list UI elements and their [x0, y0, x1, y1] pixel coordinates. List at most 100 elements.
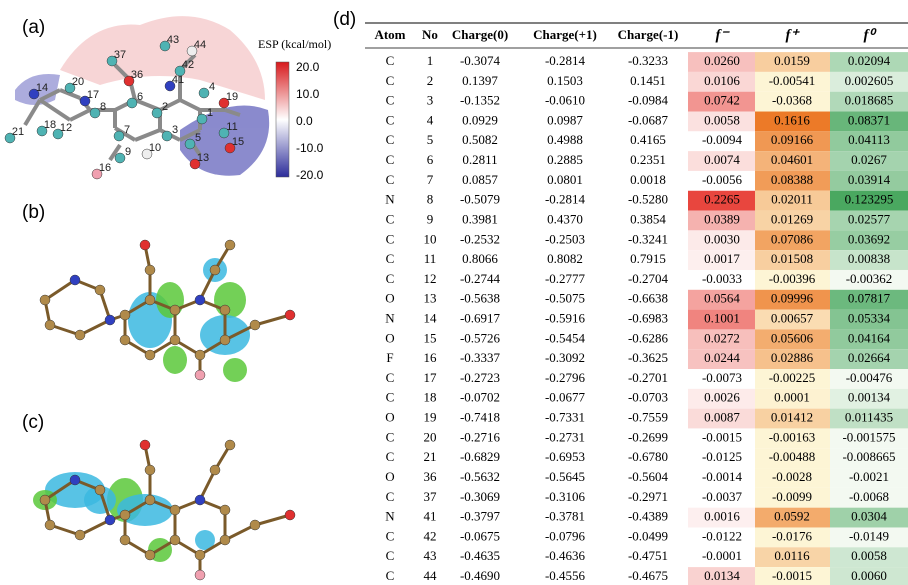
table-cell: 0.2265	[704, 192, 740, 207]
atom-label: 8	[100, 101, 106, 113]
table-cell: -0.4635	[460, 548, 500, 563]
table-cell: -0.2744	[460, 271, 501, 286]
atom-label: 17	[87, 89, 99, 101]
table-cell: 13	[424, 291, 437, 306]
atom-label: 42	[182, 59, 194, 71]
table-header: Atom	[374, 27, 405, 42]
table-cell: 0.0801	[547, 172, 583, 187]
atom	[210, 465, 220, 475]
table-cell: 0.02011	[771, 192, 813, 207]
table-cell: 17	[424, 370, 438, 385]
table-cell: -0.0015	[702, 429, 742, 444]
atom	[75, 530, 85, 540]
table-cell: -0.0033	[702, 271, 742, 286]
atom	[195, 570, 205, 580]
table-cell: C	[386, 112, 395, 127]
colorbar-tick-label: 10.0	[296, 87, 320, 101]
table-cell: -0.0703	[628, 390, 668, 405]
atom-label: 36	[131, 69, 143, 81]
atom-label: 21	[12, 126, 24, 138]
table-cell: -0.3092	[545, 350, 585, 365]
table-cell: 0.02664	[848, 350, 891, 365]
atom	[195, 370, 205, 380]
table-cell: 19	[424, 410, 437, 425]
atom	[225, 440, 235, 450]
atom	[210, 265, 220, 275]
atom	[95, 485, 105, 495]
table-cell: 0.018685	[845, 93, 894, 108]
atom	[170, 305, 180, 315]
table-cell: -0.6829	[460, 449, 500, 464]
table-cell: -0.3337	[460, 350, 501, 365]
table-cell: 0.0987	[547, 112, 583, 127]
table-cell: -0.5075	[545, 291, 585, 306]
table-header: f⁰	[863, 27, 877, 43]
table-header: Charge(0)	[452, 27, 508, 42]
table-cell: -0.0610	[545, 93, 585, 108]
atom-label: 37	[114, 49, 126, 61]
table-cell: C	[386, 449, 395, 464]
table-cell: 1	[427, 53, 434, 68]
table-cell: -0.0099	[772, 489, 812, 504]
atom	[45, 320, 55, 330]
table-cell: -0.001575	[842, 429, 895, 444]
atom	[170, 505, 180, 515]
table-cell: -0.5079	[460, 192, 500, 207]
table-cell: 0.3854	[630, 211, 666, 226]
table-cell: 0.0592	[774, 509, 810, 524]
table-cell: 0.0074	[704, 152, 740, 167]
table-cell: 0.00134	[848, 390, 891, 405]
table-cell: -0.0984	[628, 93, 669, 108]
table-cell: -0.6638	[628, 291, 668, 306]
atom	[195, 550, 205, 560]
table-cell: -0.7331	[545, 410, 585, 425]
atom	[115, 153, 125, 163]
table-cell: C	[386, 152, 395, 167]
table-cell: C	[386, 53, 395, 68]
colorbar-title: ESP (kcal/mol)	[258, 37, 331, 51]
table-cell: -0.2503	[545, 231, 585, 246]
table-cell: -0.0073	[702, 370, 742, 385]
table-cell: -0.2704	[628, 271, 669, 286]
table-cell: -0.0796	[545, 528, 586, 543]
table-cell: -0.0056	[702, 172, 743, 187]
table-cell: -0.7418	[460, 410, 500, 425]
atom	[250, 520, 260, 530]
atom-label: 44	[194, 39, 206, 51]
table-cell: -0.5604	[628, 469, 669, 484]
table-cell: -0.5280	[628, 192, 668, 207]
table-cell: 9	[427, 211, 434, 226]
table-header: Charge(-1)	[618, 27, 679, 42]
table-cell: -0.3074	[460, 53, 501, 68]
orbital-lobe	[163, 346, 187, 374]
atom	[197, 114, 207, 124]
table-cell: 41	[424, 509, 437, 524]
table-cell: 0.0106	[704, 73, 740, 88]
table-cell: -0.4389	[628, 509, 668, 524]
table-cell: C	[386, 172, 395, 187]
atom	[145, 295, 155, 305]
table-cell: -0.00488	[769, 449, 816, 464]
colorbar-tick-label: -20.0	[296, 168, 324, 182]
table-cell: -0.0149	[849, 528, 889, 543]
table-cell: 0.011435	[845, 410, 893, 425]
table-cell: 0.1503	[547, 73, 583, 88]
table-cell: -0.4751	[628, 548, 668, 563]
table-cell: -0.2532	[460, 231, 500, 246]
orbital-lobe	[214, 282, 246, 318]
table-cell: -0.3241	[628, 231, 668, 246]
table-cell: 0.0260	[704, 53, 740, 68]
table-cell: -0.5916	[545, 310, 586, 325]
table-cell: 0.1001	[704, 310, 740, 325]
table-cell: 0.0058	[851, 548, 887, 563]
orbital-lobe	[156, 282, 184, 318]
atom	[95, 285, 105, 295]
table-cell: 18	[424, 390, 437, 405]
table-cell: 0.0742	[704, 93, 740, 108]
atom	[120, 335, 130, 345]
table-cell: C	[386, 528, 395, 543]
atom-label: 9	[125, 146, 131, 158]
atom-label: 3	[172, 124, 178, 136]
table-cell: 0.04113	[848, 132, 890, 147]
table-cell: 37	[424, 489, 438, 504]
